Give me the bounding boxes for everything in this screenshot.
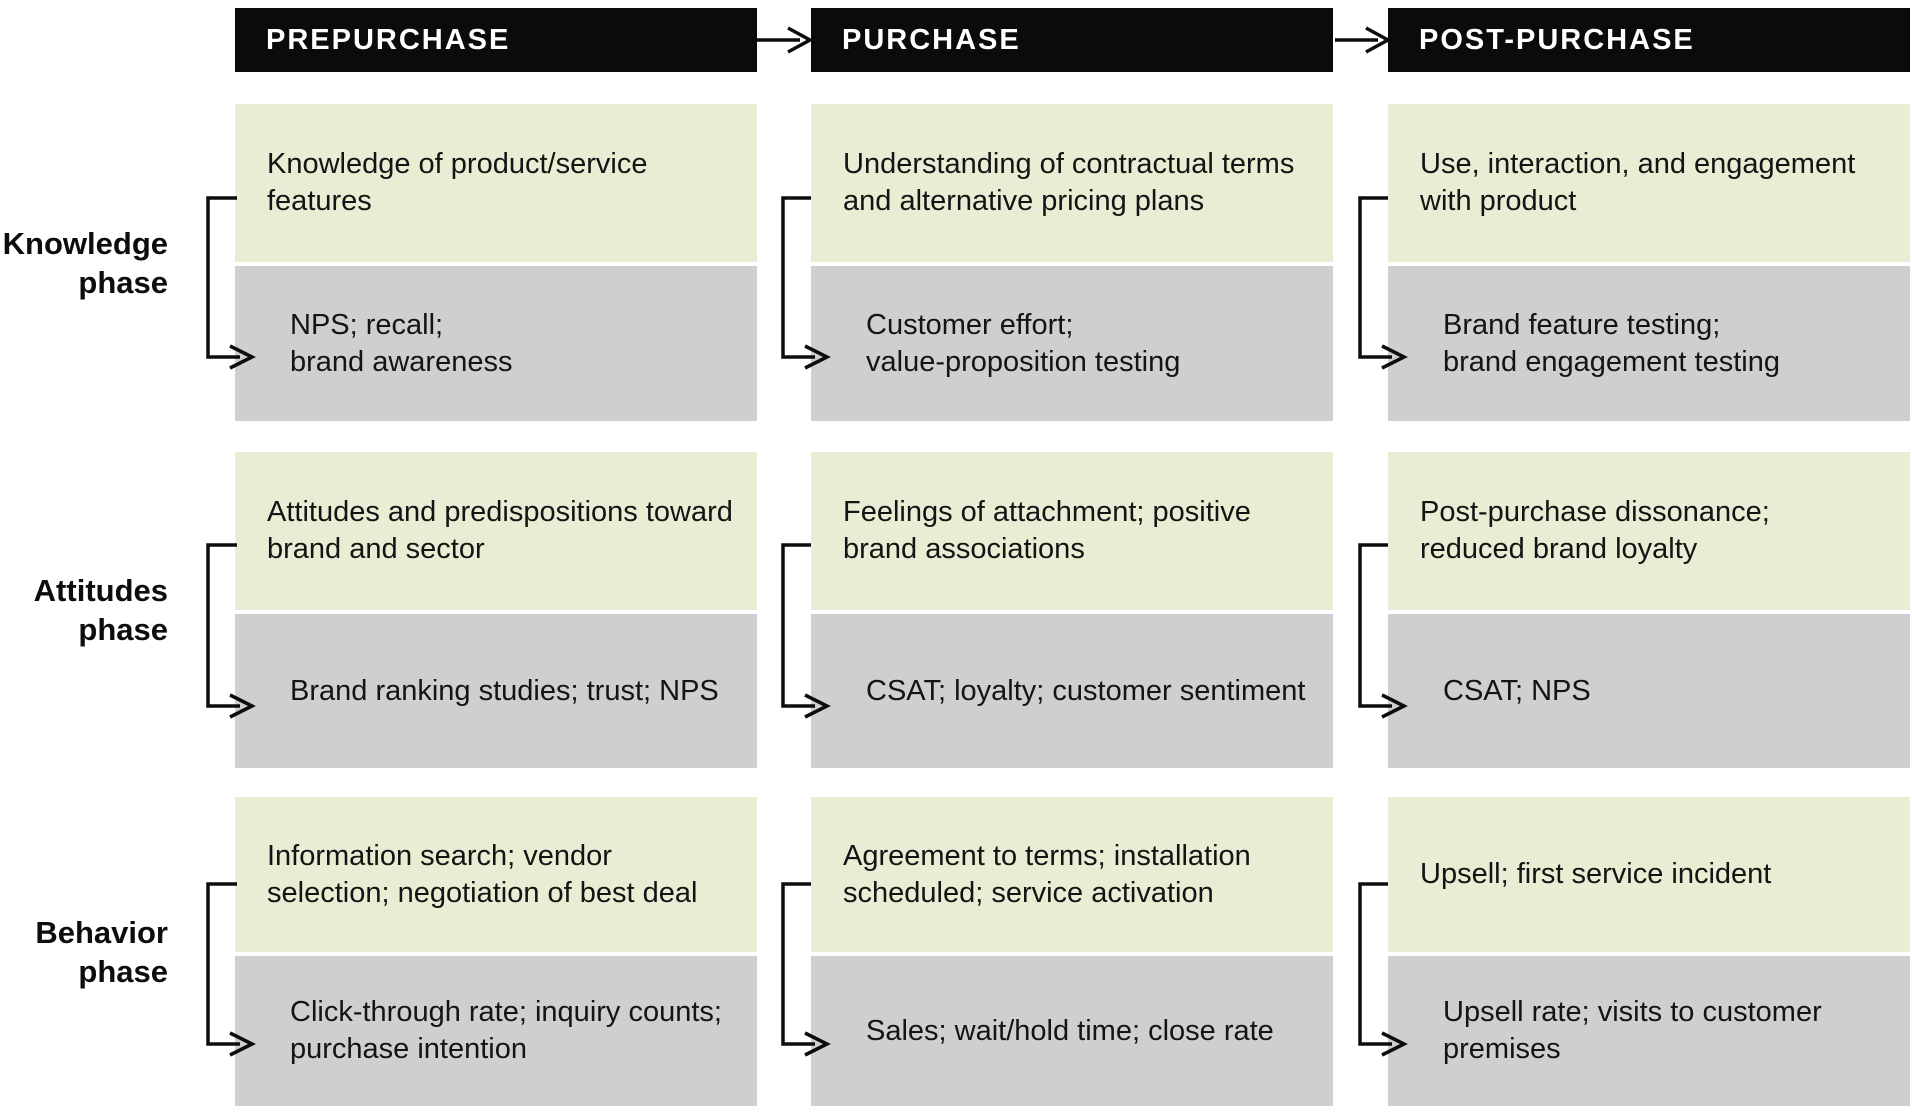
stimulus-cell-attitudes-prepurchase: Attitudes and predispositions toward bra… (235, 452, 757, 610)
cell-text: Agreement to terms; installation schedul… (843, 839, 1251, 909)
header-flow-arrow-icon (1335, 26, 1392, 54)
metrics-cell-attitudes-post-purchase: CSAT; NPS (1388, 614, 1910, 768)
stage-header-post-purchase: POST-PURCHASE (1388, 8, 1910, 72)
cell-text: Brand ranking studies; trust; NPS (290, 674, 719, 707)
metrics-cell-behavior-purchase: Sales; wait/hold time; close rate (811, 956, 1333, 1106)
metrics-cell-knowledge-prepurchase: NPS; recall; brand awareness (235, 266, 757, 421)
metrics-cell-behavior-post-purchase: Upsell rate; visits to customer premises (1388, 956, 1910, 1106)
row-label-line: Attitudes (33, 573, 168, 608)
row-label-line: Behavior (35, 914, 168, 950)
cell-text: NPS; recall; brand awareness (290, 308, 513, 378)
stage-header-purchase: PURCHASE (811, 8, 1333, 72)
metrics-cell-attitudes-prepurchase: Brand ranking studies; trust; NPS (235, 614, 757, 768)
metrics-cell-behavior-prepurchase: Click-through rate; inquiry counts; purc… (235, 956, 757, 1106)
cell-text: Attitudes and predispositions toward bra… (267, 496, 733, 565)
cell-text: Feelings of attachment; positive brand a… (843, 496, 1251, 565)
stimulus-cell-knowledge-purchase: Understanding of contractual terms and a… (811, 104, 1333, 262)
stimulus-cell-knowledge-prepurchase: Knowledge of product/service features (235, 104, 757, 262)
stimulus-cell-attitudes-purchase: Feelings of attachment; positive brand a… (811, 452, 1333, 610)
stimulus-cell-behavior-prepurchase: Information search; vendor selection; ne… (235, 797, 757, 952)
metrics-cell-knowledge-purchase: Customer effort; value-proposition testi… (811, 266, 1333, 421)
row-label-knowledge-phase: Knowledge phase (0, 104, 168, 421)
metrics-cell-knowledge-post-purchase: Brand feature testing; brand engagement … (1388, 266, 1910, 421)
metrics-cell-attitudes-purchase: CSAT; loyalty; customer sentiment (811, 614, 1333, 768)
row-label-line: phase (78, 612, 168, 647)
cell-text: CSAT; loyalty; customer sentiment (866, 674, 1306, 707)
cell-text: Knowledge of product/service features (267, 148, 648, 217)
cell-text: Post-purchase dissonance; reduced brand … (1420, 496, 1770, 565)
cell-text: Brand feature testing; brand engagement … (1443, 308, 1780, 378)
cell-text: Use, interaction, and engagement with pr… (1420, 148, 1856, 217)
stimulus-cell-behavior-purchase: Agreement to terms; installation schedul… (811, 797, 1333, 952)
row-label-attitudes-phase: Attitudes phase (0, 452, 168, 768)
stage-header-prepurchase: PREPURCHASE (235, 8, 757, 72)
stimulus-cell-attitudes-post-purchase: Post-purchase dissonance; reduced brand … (1388, 452, 1910, 610)
cell-text: Information search; vendor selection; ne… (267, 839, 698, 909)
cell-text: Sales; wait/hold time; close rate (866, 1014, 1274, 1047)
cell-text: Click-through rate; inquiry counts; purc… (290, 996, 722, 1065)
row-label-behavior-phase: Behavior phase (0, 797, 168, 1106)
header-flow-arrow-icon (757, 26, 814, 54)
row-label-line: phase (78, 264, 168, 300)
row-label-line: phase (78, 953, 168, 989)
stimulus-cell-knowledge-post-purchase: Use, interaction, and engagement with pr… (1388, 104, 1910, 262)
stimulus-cell-behavior-post-purchase: Upsell; first service incident (1388, 797, 1910, 952)
cell-text: Understanding of contractual terms and a… (843, 148, 1295, 217)
cell-text: Upsell; first service incident (1420, 858, 1772, 890)
row-label-line: Knowledge (2, 225, 168, 261)
cell-text: CSAT; NPS (1443, 674, 1591, 707)
cell-text: Customer effort; value-proposition testi… (866, 308, 1181, 378)
cell-text: Upsell rate; visits to customer premises (1443, 996, 1822, 1065)
